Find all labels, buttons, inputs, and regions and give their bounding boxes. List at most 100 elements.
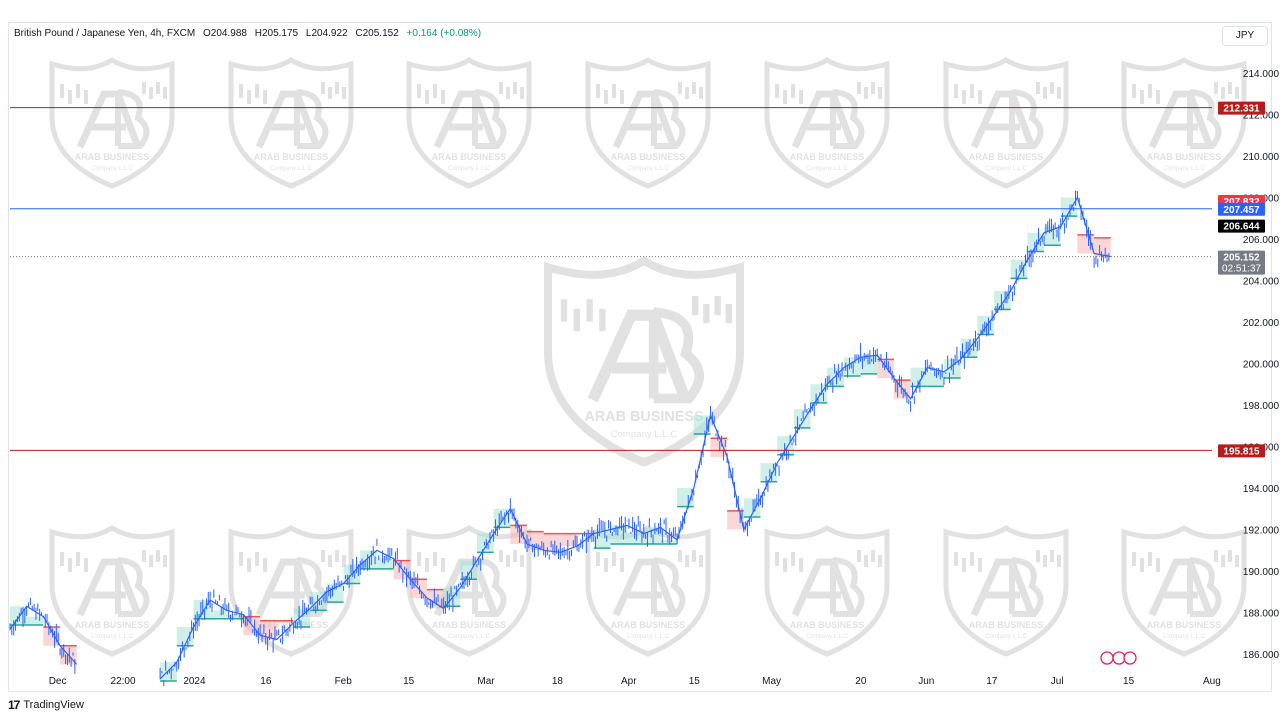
watermark-candle — [149, 87, 153, 99]
ohlc-change: +0.164 (+0.08%) — [406, 28, 482, 39]
bull-zone — [593, 529, 611, 549]
price-badge — [1218, 219, 1265, 233]
watermark-candle — [791, 552, 795, 566]
watermark-candle — [513, 550, 517, 562]
bear-zone — [543, 533, 561, 553]
price-badge — [1218, 202, 1265, 216]
watermark-candle — [417, 552, 421, 566]
tradingview-logo-icon: 17 — [8, 698, 20, 712]
watermark-logo: ARAB BUSINESS Company L.L.C — [1121, 57, 1247, 189]
symbol-header: British Pound / Japanese Yen, 4h, FXCM O… — [14, 28, 486, 39]
ohlc-high: H205.175 — [254, 28, 299, 39]
watermark-letter-b — [294, 89, 329, 149]
bull-zone — [627, 533, 644, 545]
watermark-candle — [425, 90, 429, 104]
watermark-company: ARAB BUSINESS — [75, 620, 150, 630]
watermark-company: ARAB BUSINESS — [432, 620, 507, 630]
watermark-company-sub: Company L.L.C — [806, 166, 848, 172]
x-tick-label: Feb — [335, 676, 353, 687]
tradingview-footer[interactable]: 17 TradingView — [8, 698, 84, 712]
watermark-letter-a — [1148, 558, 1214, 617]
watermark-letter-a — [791, 558, 857, 617]
currency-button[interactable]: JPY — [1222, 26, 1268, 46]
price-badge — [1218, 101, 1265, 115]
watermark-shield — [943, 57, 1069, 189]
watermark-candle — [978, 558, 982, 572]
symbol-title[interactable]: British Pound / Japanese Yen, 4h, FXCM — [14, 28, 196, 39]
watermark-company-sub: Company L.L.C — [627, 166, 669, 172]
bear-zone — [877, 359, 894, 379]
watermark-candle — [1140, 90, 1144, 104]
watermark-candle — [499, 82, 503, 94]
watermark-candle — [978, 90, 982, 104]
x-tick-label: Jul — [1051, 676, 1064, 687]
watermark-company-sub: Company L.L.C — [985, 634, 1027, 640]
watermark-shield — [406, 57, 532, 189]
watermark-company-sub: Company L.L.C — [627, 634, 669, 640]
watermark-candle — [433, 552, 437, 566]
watermark-company-sub: Company L.L.C — [806, 634, 848, 640]
x-tick-label: 15 — [403, 676, 415, 687]
bear-zone — [260, 620, 277, 640]
bull-zone — [193, 600, 211, 619]
watermark-candle — [1156, 90, 1160, 104]
x-tick-label: 15 — [689, 676, 701, 687]
price-badge — [1218, 250, 1265, 275]
watermark-candle — [1156, 558, 1160, 572]
watermark-candle — [775, 84, 779, 98]
watermark-candle — [1148, 552, 1152, 566]
watermark-candle — [596, 84, 600, 98]
y-tick-label: 202.000 — [1243, 318, 1280, 329]
watermark-letter-a — [1148, 90, 1214, 149]
watermark-candle — [433, 84, 437, 98]
bull-zone — [26, 616, 44, 625]
watermark-letter-a — [433, 90, 499, 149]
watermark-candle — [954, 552, 958, 566]
watermark-candle — [247, 558, 251, 572]
y-tick-label: 204.000 — [1243, 277, 1280, 288]
x-tick-label: Dec — [49, 676, 67, 687]
bear-zone — [510, 525, 528, 545]
bull-zone — [376, 558, 394, 569]
watermark-letter-a — [612, 558, 678, 617]
watermark-company: ARAB BUSINESS — [611, 152, 686, 162]
bear-zone — [1094, 237, 1111, 257]
x-tick-label: 20 — [855, 676, 867, 687]
x-tick-label: May — [762, 676, 781, 687]
watermark-candle — [620, 558, 624, 572]
watermark-candle — [703, 304, 710, 324]
watermark-letter-b — [472, 89, 507, 149]
watermark-letter-b — [115, 89, 150, 149]
price-badge — [1218, 444, 1265, 458]
watermark-logo: ARAB BUSINESS Company L.L.C — [943, 57, 1069, 189]
x-tick-label: 17 — [986, 676, 998, 687]
watermark-candle — [604, 558, 608, 572]
watermark-candle — [799, 90, 803, 104]
event-marker-icon — [1123, 651, 1137, 665]
watermark-candle — [263, 90, 267, 104]
watermark-candle — [239, 552, 243, 566]
watermark-logo: ARAB BUSINESS Company L.L.C — [943, 525, 1069, 657]
watermark-candle — [962, 558, 966, 572]
watermark-candle — [68, 90, 72, 104]
tradingview-brand: TradingView — [23, 699, 84, 711]
bull-zone — [226, 614, 244, 619]
watermark-company-sub: Company L.L.C — [1163, 634, 1205, 640]
watermark-candle — [247, 90, 251, 104]
watermark-logo-center: ARAB BUSINESS Company L.L.C — [543, 256, 745, 467]
watermark-candle — [970, 84, 974, 98]
bull-zone — [1060, 197, 1078, 217]
watermark-company: ARAB BUSINESS — [584, 409, 704, 425]
watermark-candle — [699, 555, 703, 567]
y-tick-label: 200.000 — [1243, 360, 1280, 371]
y-tick-label: 210.000 — [1243, 152, 1280, 163]
x-tick-label: Apr — [621, 676, 637, 687]
watermark-candle — [864, 555, 868, 567]
watermark-company-sub: Company L.L.C — [1163, 166, 1205, 172]
watermark-shield — [764, 525, 890, 657]
watermark-candle — [506, 87, 510, 99]
watermark-candle — [142, 82, 146, 94]
watermark-candle — [799, 558, 803, 572]
x-tick-label: Mar — [477, 676, 495, 687]
